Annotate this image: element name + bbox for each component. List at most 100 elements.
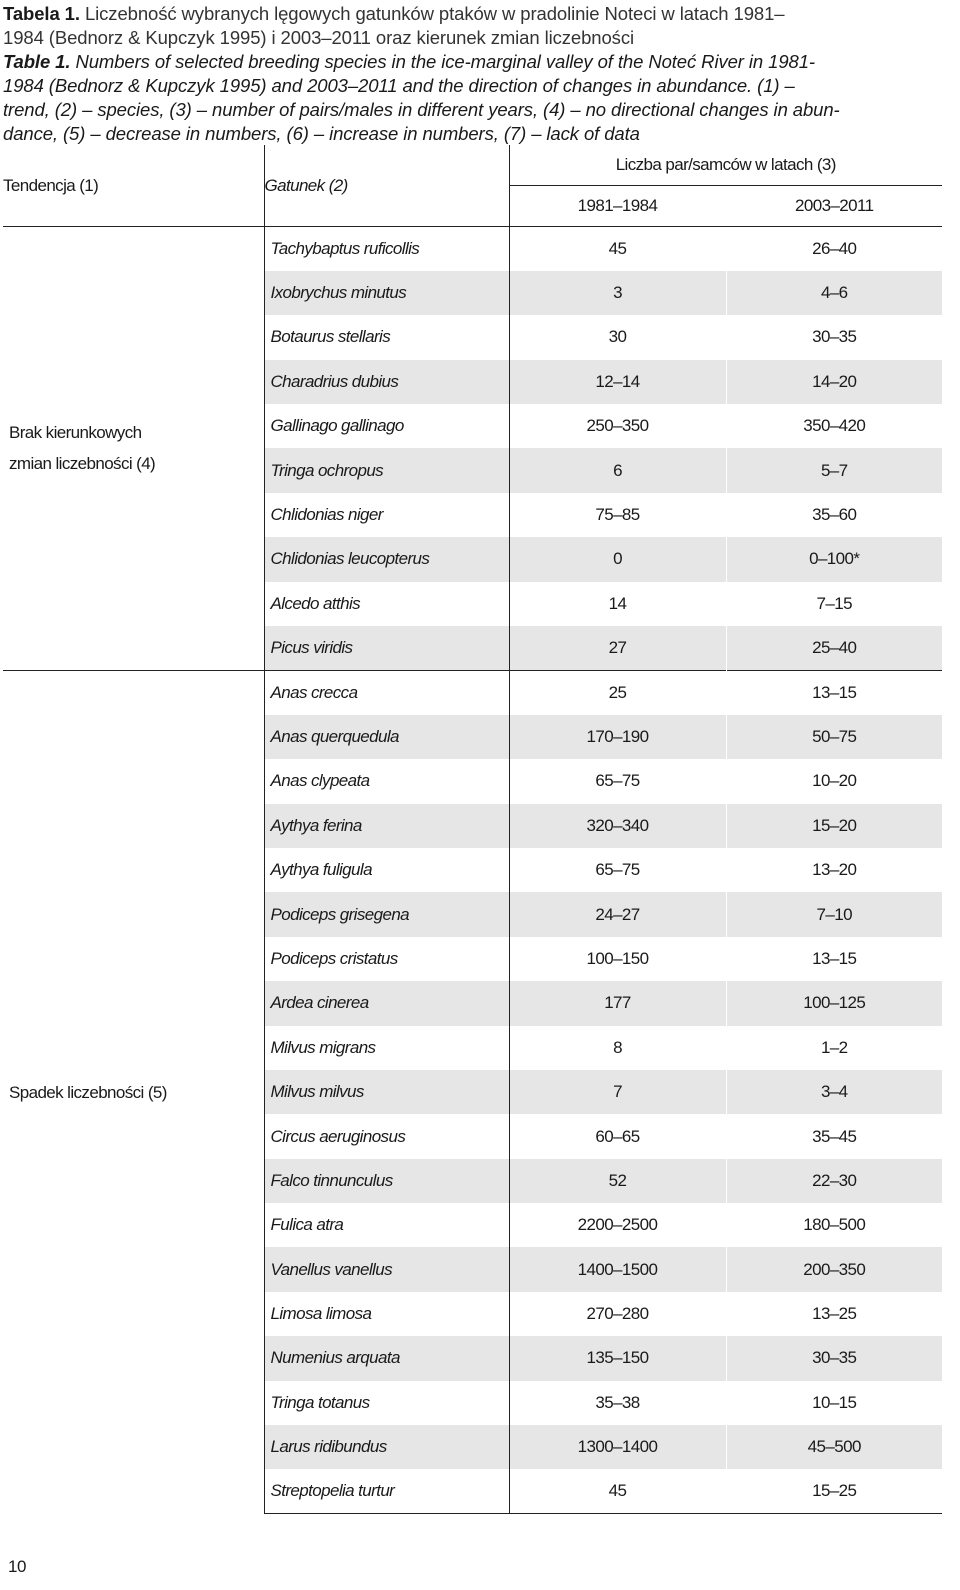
- trend-group-label: Spadek liczebności (5): [3, 669, 264, 1514]
- species-name: Picus viridis: [263, 626, 509, 671]
- count-1981-1984: 0: [508, 537, 726, 582]
- count-2003-2011: 3–4: [725, 1069, 942, 1115]
- species-name: Tringa ochropus: [263, 448, 509, 493]
- trend-label-line: Brak kierunkowych: [9, 423, 142, 443]
- count-1981-1984: 100–150: [508, 936, 726, 982]
- table-row: Picus viridis 27 25–40: [3, 626, 942, 671]
- count-1981-1984: 14: [508, 581, 726, 627]
- species-name: Numenius arquata: [263, 1336, 509, 1381]
- count-2003-2011: 200–350: [725, 1247, 942, 1292]
- table-row: Alcedo atthis 14 7–15: [3, 581, 942, 627]
- header-year-1981-1984: 1981–1984: [508, 185, 726, 227]
- count-1981-1984: 3: [508, 270, 726, 316]
- table-row: Circus aeruginosus 60–65 35–45: [3, 1114, 942, 1159]
- table-row: Tringa ochropus 6 5–7: [3, 448, 942, 493]
- count-2003-2011: 15–20: [725, 803, 942, 848]
- species-name: Charadrius dubius: [263, 359, 509, 405]
- count-2003-2011: 35–60: [725, 492, 942, 538]
- species-name: Alcedo atthis: [263, 581, 509, 627]
- species-name: Streptopelia turtur: [263, 1469, 509, 1515]
- caption-pl-text: Liczebność wybranych lęgowych gatunków p…: [79, 3, 785, 24]
- count-2003-2011: 13–20: [725, 847, 942, 893]
- table-row: Spadek liczebności (5) Anas crecca 25 13–15: [3, 669, 942, 1514]
- count-1981-1984: 25: [508, 669, 726, 715]
- table-row: Larus ridibundus 1300–1400 45–500: [3, 1425, 942, 1470]
- table-row: Chlidonias niger 75–85 35–60: [3, 492, 942, 538]
- count-1981-1984: 45: [508, 225, 726, 271]
- header-species: Gatunek (2): [263, 145, 509, 227]
- count-2003-2011: 7–10: [725, 892, 942, 937]
- table-row: Aythya fuligula 65–75 13–20: [3, 847, 942, 893]
- trend-label-line: Spadek liczebności (5): [9, 1082, 167, 1102]
- count-2003-2011: 10–20: [725, 759, 942, 804]
- species-name: Aythya ferina: [263, 803, 509, 848]
- table-row: Milvus migrans 8 1–2: [3, 1025, 942, 1070]
- count-1981-1984: 60–65: [508, 1114, 726, 1159]
- count-1981-1984: 12–14: [508, 359, 726, 405]
- count-2003-2011: 22–30: [725, 1158, 942, 1204]
- count-1981-1984: 52: [508, 1158, 726, 1204]
- species-name: Tringa totanus: [263, 1380, 509, 1426]
- caption-pl-line1: Tabela 1. Liczebność wybranych lęgowych …: [3, 2, 943, 26]
- table-row: Ardea cinerea 177 100–125: [3, 981, 942, 1026]
- count-2003-2011: 10–15: [725, 1380, 942, 1426]
- species-name: Fulica atra: [263, 1203, 509, 1248]
- count-1981-1984: 24–27: [508, 892, 726, 937]
- species-name: Anas clypeata: [263, 759, 509, 804]
- count-1981-1984: 135–150: [508, 1336, 726, 1381]
- page-number: 10: [8, 1557, 26, 1576]
- count-2003-2011: 180–500: [725, 1203, 942, 1248]
- count-2003-2011: 100–125: [725, 981, 942, 1026]
- count-1981-1984: 270–280: [508, 1291, 726, 1337]
- table-row: Vanellus vanellus 1400–1500 200–350: [3, 1247, 942, 1292]
- count-2003-2011: 45–500: [725, 1425, 942, 1470]
- species-name: Tachybaptus ruficollis: [263, 225, 509, 271]
- table-row: Podiceps grisegena 24–27 7–10: [3, 892, 942, 937]
- species-name: Milvus milvus: [263, 1069, 509, 1115]
- species-name: Ixobrychus minutus: [263, 270, 509, 316]
- table-body: Brak kierunkowych zmian liczebności (4) Ta…: [3, 225, 942, 1515]
- species-name: Botaurus stellaris: [263, 315, 509, 360]
- header-trend: Tendencja (1): [3, 145, 264, 227]
- table-row: Gallinago gallinago 250–350 350–420: [3, 404, 942, 449]
- table-row: Charadrius dubius 12–14 14–20: [3, 359, 942, 405]
- count-1981-1984: 65–75: [508, 847, 726, 893]
- table-row: Tringa totanus 35–38 10–15: [3, 1380, 942, 1426]
- header-count: Liczba par/samców w latach (3): [508, 145, 942, 186]
- species-name: Falco tinnunculus: [263, 1158, 509, 1204]
- species-name: Chlidonias niger: [263, 492, 509, 538]
- count-1981-1984: 75–85: [508, 492, 726, 538]
- species-name: Larus ridibundus: [263, 1425, 509, 1470]
- count-1981-1984: 7: [508, 1069, 726, 1115]
- count-1981-1984: 1300–1400: [508, 1425, 726, 1470]
- count-2003-2011: 1–2: [725, 1025, 942, 1070]
- table-row: Fulica atra 2200–2500 180–500: [3, 1203, 942, 1248]
- caption-en-line2: 1984 (Bednorz & Kupczyk 1995) and 2003–2…: [3, 75, 795, 96]
- count-2003-2011: 13–25: [725, 1291, 942, 1337]
- count-1981-1984: 30: [508, 315, 726, 360]
- caption-en-text: Numbers of selected breeding species in …: [70, 51, 815, 72]
- species-name: Anas querquedula: [263, 714, 509, 760]
- species-name: Chlidonias leucopterus: [263, 537, 509, 582]
- count-1981-1984: 177: [508, 981, 726, 1026]
- count-2003-2011: 15–25: [725, 1469, 942, 1515]
- caption-en-line3: trend, (2) – species, (3) – number of pa…: [3, 99, 840, 120]
- species-name: Vanellus vanellus: [263, 1247, 509, 1292]
- caption-en-line1: Table 1. Numbers of selected breeding sp…: [3, 50, 943, 74]
- trend-label-line: zmian liczebności (4): [9, 454, 156, 474]
- species-name: Podiceps grisegena: [263, 892, 509, 937]
- table-row: Milvus milvus 7 3–4: [3, 1069, 942, 1115]
- count-1981-1984: 35–38: [508, 1380, 726, 1426]
- table-row: Botaurus stellaris 30 30–35: [3, 315, 942, 360]
- table-row: Anas querquedula 170–190 50–75: [3, 714, 942, 760]
- species-name: Ardea cinerea: [263, 981, 509, 1026]
- count-2003-2011: 30–35: [725, 1336, 942, 1381]
- count-1981-1984: 45: [508, 1469, 726, 1515]
- table-row: Aythya ferina 320–340 15–20: [3, 803, 942, 848]
- species-name: Podiceps cristatus: [263, 936, 509, 982]
- count-1981-1984: 2200–2500: [508, 1203, 726, 1248]
- table-row: Anas clypeata 65–75 10–20: [3, 759, 942, 804]
- count-1981-1984: 170–190: [508, 714, 726, 760]
- count-2003-2011: 30–35: [725, 315, 942, 360]
- table-row: Falco tinnunculus 52 22–30: [3, 1158, 942, 1204]
